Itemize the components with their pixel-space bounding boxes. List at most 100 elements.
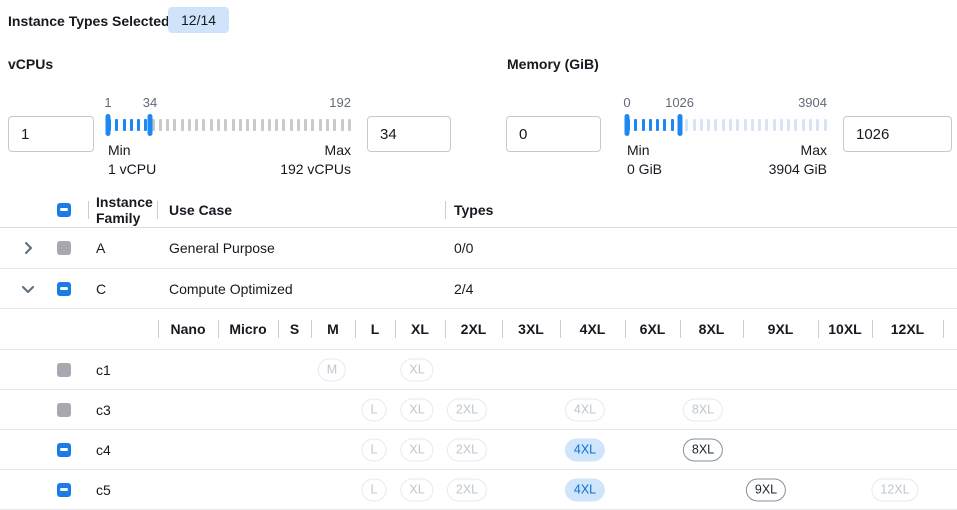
column-divider <box>278 320 279 338</box>
vcpus-filter-title: vCPUs <box>8 56 54 72</box>
slider-tick <box>333 119 337 131</box>
min-label: Min <box>627 142 650 158</box>
instance-types-selected-label: Instance Types Selected: <box>8 13 175 29</box>
size-column-label: Nano <box>170 321 206 337</box>
instance-row-c3: c3 L XL 2XL 4XL 8XL <box>0 390 957 430</box>
size-pill-disabled: XL <box>400 398 434 421</box>
size-column-label: 9XL <box>767 321 794 337</box>
slider-tick <box>794 119 798 131</box>
size-pill-disabled: 12XL <box>871 478 919 501</box>
instance-checkbox[interactable] <box>57 362 71 377</box>
slider-tick <box>238 119 242 131</box>
max-label: Max <box>800 142 827 158</box>
slider-handle-max[interactable] <box>147 114 153 136</box>
vcpus-min-input[interactable] <box>8 116 94 152</box>
family-types-count: 2/4 <box>454 280 474 297</box>
instance-checkbox[interactable] <box>57 482 71 497</box>
slider-handle-min[interactable] <box>105 114 111 136</box>
family-checkbox[interactable] <box>57 241 71 255</box>
family-name: A <box>96 240 106 256</box>
vcpus-range-slider[interactable]: 1 34 192 Min 1 vCPU Max 192 vCPUs <box>104 95 351 179</box>
family-checkbox[interactable] <box>57 281 71 296</box>
slider-tick <box>634 119 638 131</box>
size-pill-disabled: 8XL <box>682 398 724 421</box>
memory-filter-title: Memory (GiB) <box>507 56 599 72</box>
slider-tick <box>801 119 805 131</box>
size-pill-disabled: 2XL <box>446 438 488 461</box>
size-column-label: 4XL <box>579 321 606 337</box>
scale-high-label: 192 <box>329 95 351 110</box>
slider-tick <box>779 119 783 131</box>
slider-tick <box>707 119 711 131</box>
slider-tick <box>787 119 791 131</box>
instance-name: c4 <box>96 441 111 458</box>
select-all-checkbox[interactable] <box>57 202 71 217</box>
vcpus-max-input[interactable] <box>367 116 451 152</box>
size-column-label: L <box>370 321 380 337</box>
slider-tick <box>750 119 754 131</box>
column-divider <box>395 320 396 338</box>
size-column-label: M <box>327 321 339 337</box>
family-row-c: C Compute Optimized 2/4 <box>0 269 957 309</box>
slider-tick <box>158 119 162 131</box>
size-column-label: S <box>289 321 300 337</box>
size-pill-disabled: XL <box>400 438 434 461</box>
instance-checkbox[interactable] <box>57 442 71 457</box>
size-pill-selected[interactable]: 4XL <box>564 478 606 501</box>
slider-tick <box>311 119 315 131</box>
slider-tick <box>670 119 674 131</box>
scale-mid-label: 1026 <box>665 95 695 110</box>
size-pill-disabled: 2XL <box>446 398 488 421</box>
column-divider <box>157 200 158 219</box>
max-label: Max <box>324 142 351 158</box>
size-column-label: XL <box>411 321 429 337</box>
family-use-case: Compute Optimized <box>169 280 293 297</box>
scale-low-label: 0 <box>623 95 631 110</box>
size-pill-disabled: L <box>361 478 387 501</box>
slider-tick <box>267 119 271 131</box>
selected-count-badge: 12/14 <box>168 7 230 33</box>
memory-range-slider[interactable]: 0 1026 3904 Min 0 GiB Max 3904 GiB <box>623 95 827 179</box>
size-column-label: 6XL <box>639 321 666 337</box>
memory-slider-scale: 0 1026 3904 <box>623 95 827 112</box>
memory-min-input[interactable] <box>506 116 601 152</box>
size-pill-enabled[interactable]: 8XL <box>682 438 724 461</box>
max-value-label: 192 vCPUs <box>280 161 351 177</box>
slider-tick <box>699 119 703 131</box>
size-pill-selected[interactable]: 4XL <box>564 438 606 461</box>
slider-tick <box>246 119 250 131</box>
slider-tick <box>823 119 827 131</box>
column-divider <box>743 320 744 338</box>
size-column-label: 8XL <box>698 321 725 337</box>
slider-tick <box>282 119 286 131</box>
slider-tick <box>224 119 228 131</box>
slider-tick <box>202 119 206 131</box>
family-types-count: 0/0 <box>454 240 474 256</box>
slider-tick <box>685 119 689 131</box>
slider-tick <box>714 119 718 131</box>
column-divider <box>445 200 446 219</box>
memory-max-input[interactable] <box>843 116 952 152</box>
instance-row-c4: c4 L XL 2XL 4XL 8XL <box>0 430 957 470</box>
vcpus-slider-scale: 1 34 192 <box>104 95 351 112</box>
slider-handle-min[interactable] <box>624 114 630 136</box>
size-pill-disabled: L <box>361 398 387 421</box>
slider-tick <box>260 119 264 131</box>
collapse-chevron-down-icon[interactable] <box>20 281 36 297</box>
slider-tick <box>721 119 725 131</box>
slider-tick <box>304 119 308 131</box>
expand-chevron-right-icon[interactable] <box>20 240 36 256</box>
slider-tick <box>173 119 177 131</box>
size-column-label: 10XL <box>828 321 862 337</box>
size-pill-disabled: 2XL <box>446 478 488 501</box>
instance-row-c5: c5 L XL 2XL 4XL 9XL 12XL <box>0 470 957 510</box>
slider-tick <box>325 119 329 131</box>
instance-checkbox[interactable] <box>57 402 71 417</box>
size-pill-enabled[interactable]: 9XL <box>745 478 787 501</box>
slider-tick <box>151 119 155 131</box>
size-column-label: 2XL <box>460 321 487 337</box>
slider-handle-max[interactable] <box>677 114 683 136</box>
slider-tick <box>809 119 813 131</box>
instance-family-table: Instance Family Use Case Types A General… <box>0 192 957 510</box>
